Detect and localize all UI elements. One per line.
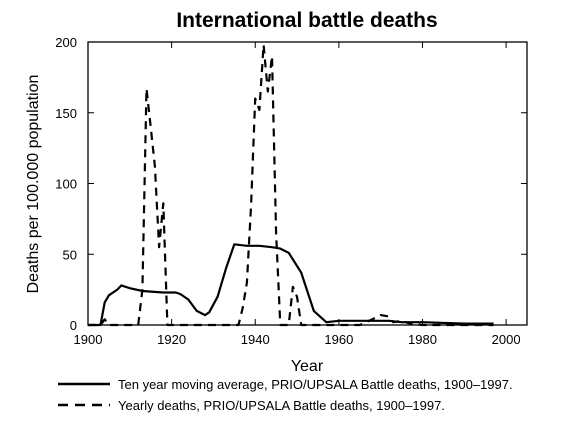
- y-tick-label: 100: [55, 177, 77, 192]
- y-tick-label: 0: [70, 318, 77, 333]
- y-tick-label: 200: [55, 35, 77, 50]
- legend-entry-yearly-deaths: Yearly deaths, PRIO/UPSALA Battle deaths…: [118, 398, 445, 413]
- y-axis-label: Deaths per 100.000 population: [25, 75, 42, 294]
- x-tick-label: 2000: [492, 332, 521, 347]
- series-line-yearly-deaths: [88, 43, 494, 327]
- x-tick-label: 1980: [408, 332, 437, 347]
- chart-title: International battle deaths: [176, 9, 437, 32]
- y-tick-label: 50: [63, 247, 77, 262]
- plot-area: 1900 1920 1940 1960 1980 2000 0 50 100 150 200: [55, 35, 528, 347]
- plot-frame: [87, 41, 528, 326]
- series-line-moving-average: [88, 243, 494, 327]
- x-tick-label: 1900: [74, 332, 103, 347]
- x-tick-label: 1960: [324, 332, 353, 347]
- x-tick-label: 1940: [241, 332, 270, 347]
- x-tick-label: 1920: [157, 332, 186, 347]
- legend: Ten year moving average, PRIO/UPSALA Bat…: [58, 377, 513, 413]
- legend-entry-moving-average: Ten year moving average, PRIO/UPSALA Bat…: [118, 377, 513, 392]
- x-axis-label: Year: [291, 358, 324, 375]
- y-tick-label: 150: [55, 106, 77, 121]
